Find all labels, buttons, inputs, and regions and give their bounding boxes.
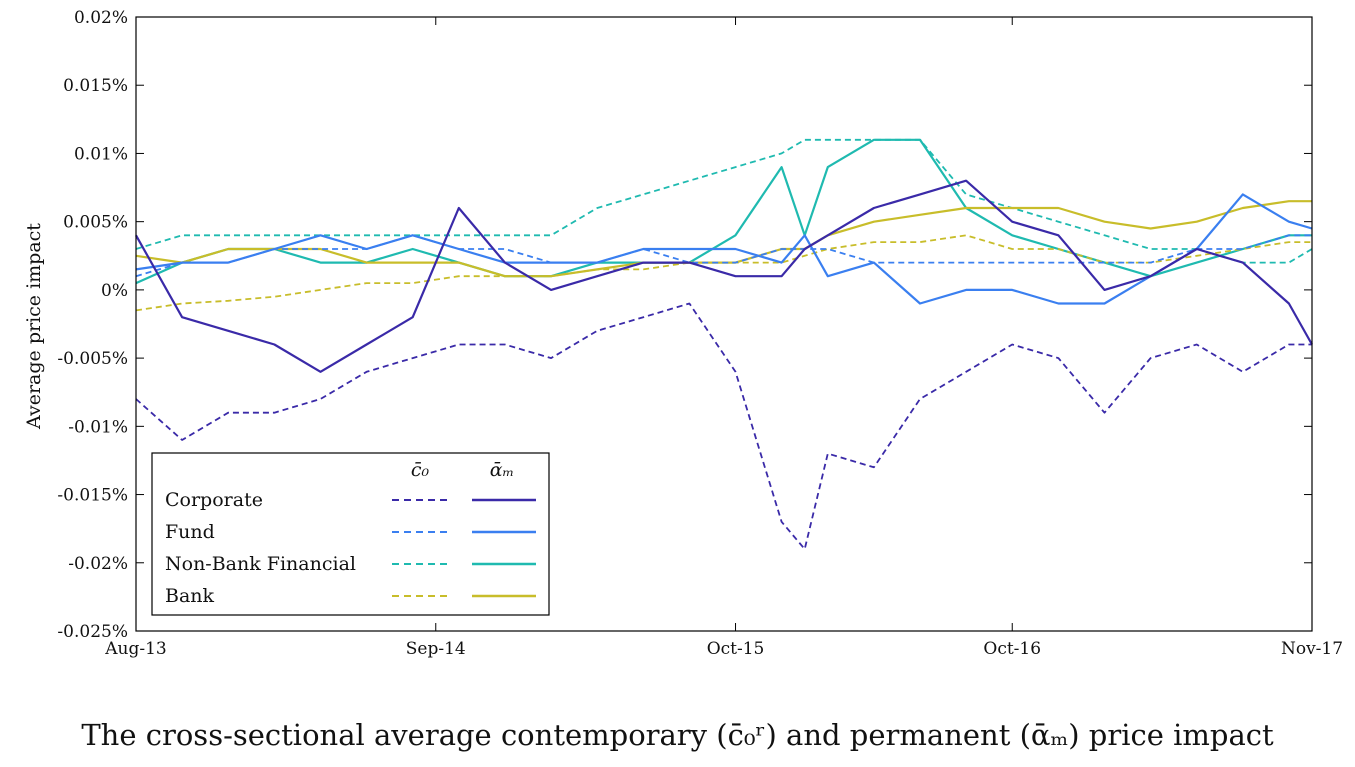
y-tick-label: -0.02% xyxy=(68,554,128,574)
y-tick-label: 0.01% xyxy=(74,144,128,164)
series-line-non-bank-financial-permanent xyxy=(135,138,1312,285)
x-tick-label: Oct-15 xyxy=(707,639,765,659)
legend-label: Corporate xyxy=(165,489,263,511)
series-line-fund-permanent xyxy=(135,193,1313,305)
y-tick-label: -0.005% xyxy=(57,349,128,369)
chart-series-layer xyxy=(135,138,1313,550)
series-line-corporate-contemporary xyxy=(135,302,1312,550)
plot-frame xyxy=(135,16,1313,632)
legend-label: Non-Bank Financial xyxy=(165,553,356,575)
series-line-corporate-permanent xyxy=(135,179,1313,373)
legend-label: Bank xyxy=(165,585,215,607)
y-tick-label: -0.025% xyxy=(57,622,128,642)
x-tick-label: Oct-16 xyxy=(983,639,1041,659)
legend-label: Fund xyxy=(165,521,215,543)
y-tick-label: -0.015% xyxy=(57,486,128,506)
y-tick-label: -0.01% xyxy=(68,417,128,437)
series-line-bank-contemporary xyxy=(135,234,1312,312)
y-axis-label: Average price impact xyxy=(23,223,45,430)
chart-legend: c̄₀ ᾱₘ Corporate Fund Non-Bank Financial Bank xyxy=(151,452,550,616)
y-tick-label: 0.02% xyxy=(74,8,128,28)
legend-header-permanent: ᾱₘ xyxy=(490,459,514,481)
chart-axes: 0.02% 0.015% 0.01% 0.005% 0% -0.005% -0.01% -0.… xyxy=(57,8,1343,659)
legend-header-contemporary: c̄₀ xyxy=(411,459,430,481)
x-tick-label: Nov-17 xyxy=(1281,639,1343,659)
figure-caption: The cross-sectional average contemporary… xyxy=(81,718,1274,752)
y-tick-label: 0.015% xyxy=(63,76,128,96)
x-tick-label: Aug-13 xyxy=(104,639,166,659)
y-tick-label: 0.005% xyxy=(63,213,128,233)
x-tick-label: Sep-14 xyxy=(406,639,466,659)
chart-svg: 0.02% 0.015% 0.01% 0.005% 0% -0.005% -0.01% -0.… xyxy=(23,8,1343,659)
y-tick-label: 0% xyxy=(101,281,128,301)
series-line-fund-contemporary xyxy=(135,234,1312,278)
legend-box xyxy=(151,452,550,616)
series-line-non-bank-financial-contemporary xyxy=(135,138,1313,264)
